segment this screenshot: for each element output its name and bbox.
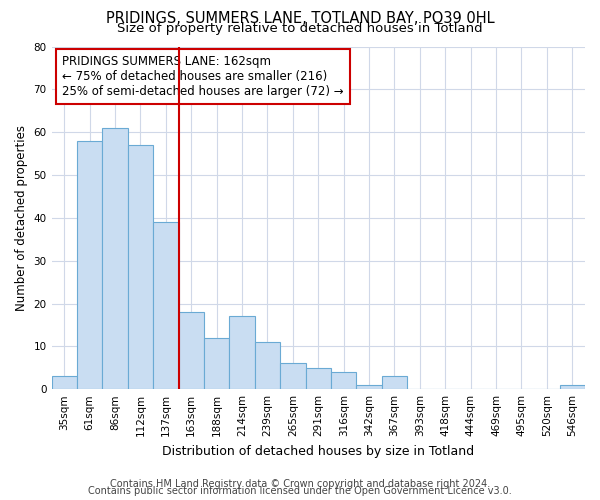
X-axis label: Distribution of detached houses by size in Totland: Distribution of detached houses by size … — [162, 444, 475, 458]
Y-axis label: Number of detached properties: Number of detached properties — [15, 125, 28, 311]
Text: PRIDINGS, SUMMERS LANE, TOTLAND BAY, PO39 0HL: PRIDINGS, SUMMERS LANE, TOTLAND BAY, PO3… — [106, 11, 494, 26]
Bar — [77, 140, 103, 389]
Text: PRIDINGS SUMMERS LANE: 162sqm
← 75% of detached houses are smaller (216)
25% of : PRIDINGS SUMMERS LANE: 162sqm ← 75% of d… — [62, 55, 344, 98]
Bar — [153, 222, 179, 389]
Bar — [52, 376, 77, 389]
Bar — [356, 385, 382, 389]
Text: Contains HM Land Registry data © Crown copyright and database right 2024.: Contains HM Land Registry data © Crown c… — [110, 479, 490, 489]
Bar — [179, 312, 204, 389]
Bar — [331, 372, 356, 389]
Bar — [382, 376, 407, 389]
Bar — [128, 145, 153, 389]
Bar — [103, 128, 128, 389]
Text: Size of property relative to detached houses in Totland: Size of property relative to detached ho… — [117, 22, 483, 35]
Text: Contains public sector information licensed under the Open Government Licence v3: Contains public sector information licen… — [88, 486, 512, 496]
Bar — [280, 364, 305, 389]
Bar — [305, 368, 331, 389]
Bar — [560, 385, 585, 389]
Bar — [229, 316, 255, 389]
Bar — [255, 342, 280, 389]
Bar — [204, 338, 229, 389]
